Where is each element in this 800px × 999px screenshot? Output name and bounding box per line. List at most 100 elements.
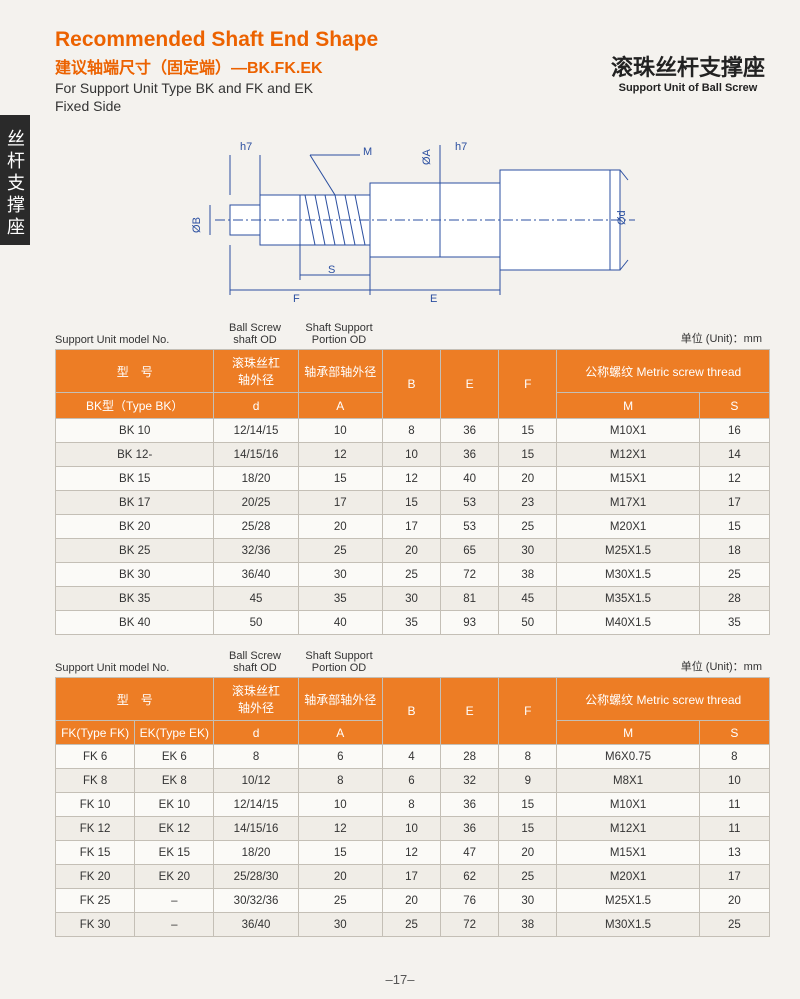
lbl-h7b: h7: [455, 141, 467, 153]
table-fkek: 型 号 滚珠丝杠 轴外径 轴承部轴外径 B E F 公称螺纹 Metric sc…: [55, 677, 770, 937]
cell: 38: [499, 563, 557, 587]
lbl-h7a: h7: [240, 141, 252, 153]
cell: 10: [382, 443, 440, 467]
th-shaft: 滚珠丝杠 轴外径: [214, 350, 298, 393]
cell: M12X1: [557, 817, 699, 841]
cell: M10X1: [557, 419, 699, 443]
cell: 8: [382, 793, 440, 817]
cell: FK 6: [56, 745, 135, 769]
cell: M30X1.5: [557, 913, 699, 937]
cell: 38: [499, 913, 557, 937]
cell: 23: [499, 491, 557, 515]
cell: 15: [298, 467, 382, 491]
cell: 15: [499, 793, 557, 817]
table-row: BK 354535308145M35X1.528: [56, 587, 770, 611]
table-row: BK 3036/4030257238M30X1.525: [56, 563, 770, 587]
cell: 20: [382, 539, 440, 563]
cell: 12: [298, 443, 382, 467]
cell: M15X1: [557, 467, 699, 491]
table1-pre-header: Support Unit model No. Ball Screw shaft …: [55, 322, 770, 349]
cell: 6: [382, 769, 440, 793]
table-row: BK 12-14/15/1612103615M12X114: [56, 443, 770, 467]
cell: 13: [699, 841, 769, 865]
cell: 36: [441, 419, 499, 443]
table-row: BK 2025/2820175325M20X115: [56, 515, 770, 539]
cell: 15: [699, 515, 769, 539]
table-row: BK 2532/3625206530M25X1.518: [56, 539, 770, 563]
cell: 25: [699, 563, 769, 587]
cell: 25/28/30: [214, 865, 298, 889]
right-title-en: Support Unit of Ball Screw: [611, 82, 765, 94]
table-bk-wrap: Support Unit model No. Ball Screw shaft …: [55, 322, 770, 635]
cell: FK 12: [56, 817, 135, 841]
cell: BK 10: [56, 419, 214, 443]
th2-typeek: EK(Type EK): [135, 721, 214, 745]
cell: BK 40: [56, 611, 214, 635]
cell: 16: [699, 419, 769, 443]
cell: 10/12: [214, 769, 298, 793]
cell: 35: [699, 611, 769, 635]
cell: 15: [499, 817, 557, 841]
cell: 25: [298, 539, 382, 563]
cell: 81: [441, 587, 499, 611]
cell: 72: [441, 913, 499, 937]
table-row: BK 1518/2015124020M15X112: [56, 467, 770, 491]
cell: 28: [699, 587, 769, 611]
cell: 36/40: [214, 913, 298, 937]
cell: M17X1: [557, 491, 699, 515]
cell: 12: [382, 467, 440, 491]
cell: 25: [298, 889, 382, 913]
table-row: FK 10EK 1012/14/151083615M10X111: [56, 793, 770, 817]
th-F: F: [499, 350, 557, 419]
cell: 15: [298, 841, 382, 865]
right-title-cn: 滚珠丝杆支撑座: [611, 50, 765, 82]
cell: 20/25: [214, 491, 298, 515]
cell: 8: [699, 745, 769, 769]
th2-B: B: [382, 678, 440, 745]
cell: M6X0.75: [557, 745, 699, 769]
cell: BK 25: [56, 539, 214, 563]
th-model: 型 号: [56, 350, 214, 393]
cell: M25X1.5: [557, 889, 699, 913]
cell: 10: [298, 793, 382, 817]
cell: 45: [214, 587, 298, 611]
th2-A: A: [298, 721, 382, 745]
cell: 11: [699, 793, 769, 817]
cell: M15X1: [557, 841, 699, 865]
cell: –: [135, 889, 214, 913]
cell: 62: [441, 865, 499, 889]
cell: 18/20: [214, 841, 298, 865]
cell: 25: [382, 913, 440, 937]
cell: M20X1: [557, 515, 699, 539]
table-row: FK 25–30/32/3625207630M25X1.520: [56, 889, 770, 913]
table-row: FK 8EK 810/1286329M8X110: [56, 769, 770, 793]
lbl-S: S: [328, 264, 335, 276]
cell: 32/36: [214, 539, 298, 563]
cell: 25: [499, 515, 557, 539]
cell: 17: [382, 865, 440, 889]
table-row: BK 1012/14/151083615M10X116: [56, 419, 770, 443]
cell: 76: [441, 889, 499, 913]
cell: 17: [298, 491, 382, 515]
cell: EK 10: [135, 793, 214, 817]
cell: 45: [499, 587, 557, 611]
cell: 25: [499, 865, 557, 889]
cell: –: [135, 913, 214, 937]
cell: 8: [214, 745, 298, 769]
cell: 12: [298, 817, 382, 841]
table-row: FK 12EK 1214/15/1612103615M12X111: [56, 817, 770, 841]
cell: 15: [382, 491, 440, 515]
cell: 30/32/36: [214, 889, 298, 913]
pre-portionod2: Shaft Support Portion OD: [297, 650, 381, 674]
table-row: BK 405040359350M40X1.535: [56, 611, 770, 635]
th-S: S: [699, 393, 769, 419]
cell: M12X1: [557, 443, 699, 467]
table-row: FK 30–36/4030257238M30X1.525: [56, 913, 770, 937]
cell: 18/20: [214, 467, 298, 491]
cell: 36: [441, 443, 499, 467]
cell: 14/15/16: [214, 817, 298, 841]
cell: EK 12: [135, 817, 214, 841]
cell: 12/14/15: [214, 793, 298, 817]
lbl-F: F: [293, 293, 300, 305]
cell: 20: [298, 865, 382, 889]
